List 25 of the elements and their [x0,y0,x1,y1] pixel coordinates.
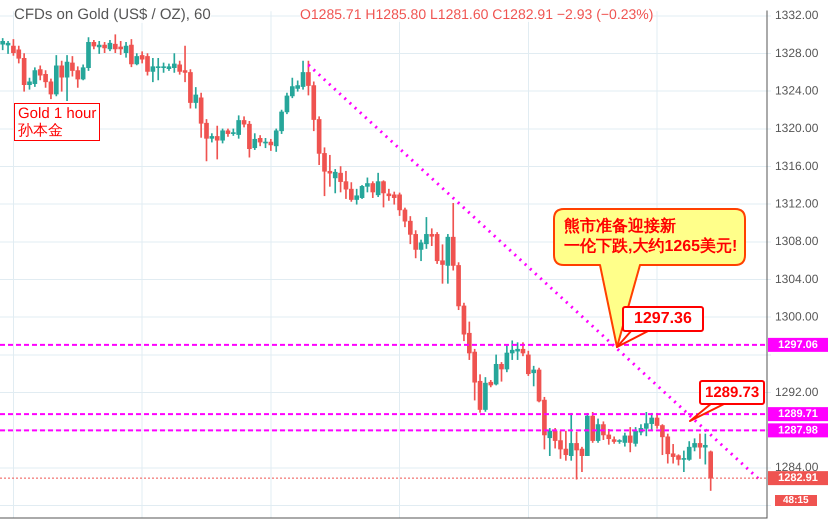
annotation: Gold 1 hour 孙本金 [14,103,100,141]
y-tick-label: 1328.00 [775,46,819,60]
y-tick-label: 1324.00 [775,84,819,98]
ref-line-label: 1287.98 [778,424,818,436]
y-tick-label: 1332.00 [775,8,819,22]
chart-subtitle: O1285.71 H1285.80 L1281.60 C1282.91 −2.93 (−0.23%) [300,6,654,22]
y-tick-label: 1300.00 [775,310,819,324]
candlestick [263,138,268,148]
candlestick [698,434,702,459]
y-tick-label: 1320.00 [775,121,819,136]
y-tick-label: 1316.00 [775,158,819,173]
text: 48:15 [775,495,817,506]
y-tick-label: 1308.00 [775,234,819,248]
y-tick-label: 1312.00 [775,196,819,211]
ref-line-label: 1289.71 [778,408,818,420]
annotation: 1289.73 [699,380,766,405]
annotation: 熊市准备迎接新 [564,217,676,236]
annotation: 1297.36 [622,306,704,332]
y-tick-label: 1284.00 [775,460,819,474]
annotation: 一伦下跌,大约1265美元! [564,237,738,256]
chart-title: CFDs on Gold (US$ / OZ), 60 [14,6,211,23]
ref-line-label: 1297.06 [778,338,818,351]
y-tick-label: 1304.00 [775,272,819,286]
ref-line-label: 1282.91 [778,472,818,484]
y-tick-label: 1292.00 [775,384,819,399]
